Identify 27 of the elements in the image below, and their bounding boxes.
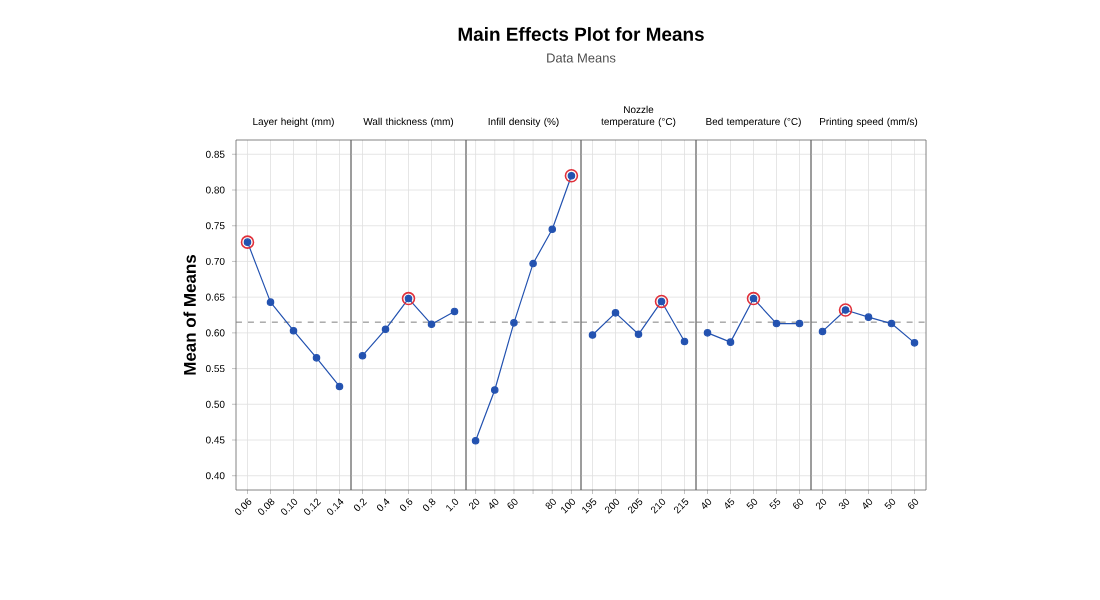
point bbox=[358, 351, 367, 360]
point bbox=[450, 307, 459, 316]
point bbox=[703, 329, 712, 337]
point bbox=[381, 325, 390, 334]
y-axis-title: Mean of Means bbox=[183, 255, 196, 375]
text: Main Effects Plot for Means bbox=[458, 27, 704, 41]
point bbox=[795, 319, 804, 328]
point bbox=[548, 225, 557, 234]
point bbox=[634, 330, 643, 339]
point bbox=[588, 331, 597, 339]
point bbox=[680, 337, 689, 346]
point bbox=[529, 259, 537, 268]
point bbox=[289, 326, 298, 335]
point bbox=[772, 319, 781, 328]
point bbox=[611, 309, 620, 317]
point bbox=[910, 339, 919, 347]
point bbox=[726, 338, 735, 346]
point bbox=[335, 382, 344, 391]
point bbox=[427, 320, 436, 329]
point bbox=[510, 319, 518, 327]
point bbox=[266, 298, 275, 306]
point bbox=[490, 386, 499, 394]
point bbox=[818, 327, 827, 336]
point bbox=[887, 319, 896, 328]
point bbox=[312, 354, 321, 362]
point bbox=[471, 436, 480, 445]
point bbox=[864, 313, 873, 321]
